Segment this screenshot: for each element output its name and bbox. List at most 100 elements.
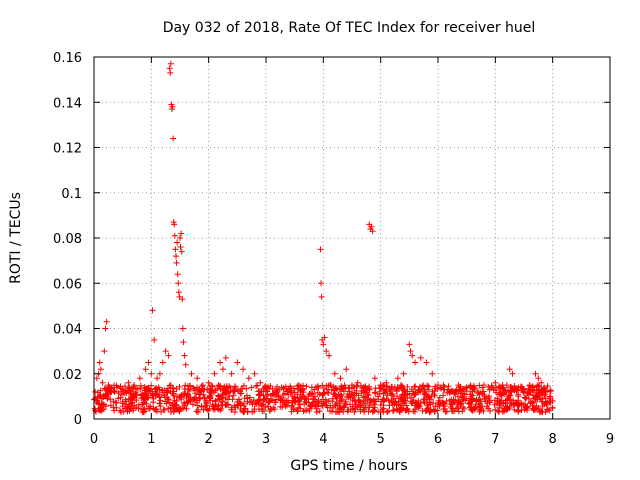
data-point [542, 387, 549, 394]
data-point [236, 396, 243, 403]
data-point [223, 383, 230, 390]
data-point [196, 391, 203, 398]
x-tick-label: 3 [262, 432, 270, 447]
data-point [350, 394, 357, 401]
data-point [254, 382, 261, 389]
data-point [188, 370, 195, 377]
data-point [204, 386, 211, 393]
data-point [162, 348, 169, 355]
data-point [102, 385, 109, 392]
data-point [287, 383, 294, 390]
data-point [495, 409, 502, 416]
data-point [505, 387, 512, 394]
data-point [196, 396, 203, 403]
data-point [546, 393, 553, 400]
data-point [547, 388, 554, 395]
data-point [371, 375, 378, 382]
data-point [306, 405, 313, 412]
data-point [415, 387, 422, 394]
data-point [295, 404, 302, 411]
data-point [272, 399, 279, 406]
data-point [326, 352, 333, 359]
data-point [172, 246, 179, 253]
data-point [404, 395, 411, 402]
data-point [267, 383, 274, 390]
data-point [330, 391, 337, 398]
data-point [201, 394, 208, 401]
data-point [92, 388, 99, 395]
data-point [274, 388, 281, 395]
data-point [97, 366, 104, 373]
data-point [310, 396, 317, 403]
data-point [443, 398, 450, 405]
data-point [268, 406, 275, 413]
data-point [354, 404, 361, 411]
y-tick-label: 0.02 [53, 368, 82, 383]
plot-frame [93, 56, 611, 420]
data-point [192, 390, 199, 397]
data-point [354, 379, 361, 386]
data-point [139, 409, 146, 416]
data-point [182, 382, 189, 389]
data-point [133, 404, 140, 411]
data-point [334, 386, 341, 393]
data-point [297, 388, 304, 395]
data-point [267, 392, 274, 399]
data-point [549, 397, 556, 404]
data-point [440, 386, 447, 393]
data-point [534, 382, 541, 389]
data-point [166, 65, 173, 72]
data-point [182, 361, 189, 368]
data-point [302, 407, 309, 414]
data-point [360, 397, 367, 404]
x-axis-label: GPS time / hours [290, 458, 407, 474]
data-point [435, 382, 441, 389]
data-point [211, 370, 218, 377]
data-point [108, 388, 115, 395]
data-point [499, 405, 506, 412]
data-point [101, 348, 108, 355]
data-point [523, 404, 530, 411]
data-point [467, 391, 474, 398]
data-point [435, 399, 442, 406]
data-point [469, 386, 476, 393]
data-point [349, 391, 356, 398]
data-point [307, 390, 314, 397]
data-point [448, 396, 455, 403]
data-point [151, 336, 158, 343]
data-point [263, 384, 269, 391]
data-point [318, 280, 325, 287]
data-point [498, 384, 505, 391]
y-tick-label: 0.04 [53, 323, 82, 338]
data-point [174, 239, 181, 246]
data-point [312, 393, 319, 400]
data-point [365, 391, 372, 398]
data-point [377, 382, 384, 389]
data-point [156, 400, 163, 407]
data-point [316, 408, 323, 415]
data-point [475, 401, 482, 408]
data-point [529, 402, 536, 409]
data-point [506, 366, 513, 373]
data-point [184, 383, 191, 390]
data-point [468, 401, 475, 408]
data-point [301, 395, 308, 402]
data-point [529, 383, 536, 390]
data-point [169, 103, 176, 110]
data-point [514, 387, 521, 394]
data-point [161, 398, 168, 405]
data-point [165, 352, 172, 359]
data-point [289, 399, 296, 406]
data-point [223, 401, 230, 408]
data-point [279, 394, 286, 401]
data-point [149, 307, 156, 314]
x-tick-label: 1 [147, 432, 155, 447]
data-point [525, 391, 532, 398]
data-point [183, 405, 190, 412]
data-point [215, 406, 222, 413]
data-point [210, 403, 217, 410]
data-point [260, 392, 267, 399]
data-point [410, 408, 417, 415]
data-point [319, 392, 326, 399]
